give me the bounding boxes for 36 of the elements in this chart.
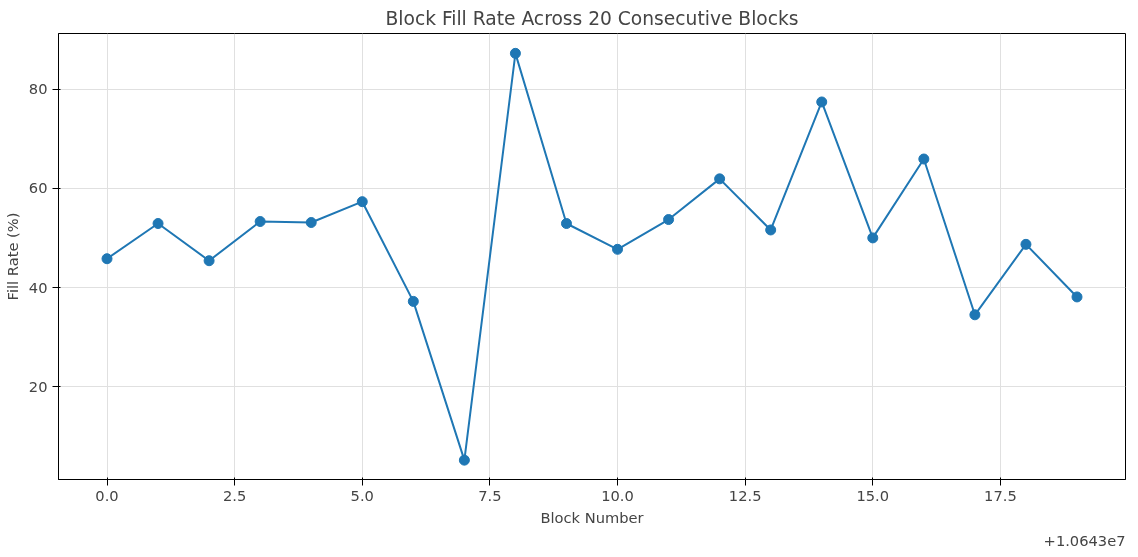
point: [203, 255, 215, 267]
point: [254, 216, 266, 228]
x-tick-label: 17.5: [984, 486, 1017, 504]
point: [765, 224, 777, 236]
x-axis-title: Block Number: [540, 508, 645, 526]
text: +1.0643e7: [1043, 531, 1126, 549]
x-tick-label: 12.5: [728, 486, 762, 504]
point: [816, 96, 828, 108]
point: [509, 47, 521, 59]
point: [714, 173, 726, 185]
x-tick-label: 10.0: [601, 486, 634, 504]
point: [867, 232, 879, 244]
x-tick-label: 15.0: [856, 486, 890, 504]
y-axis-title: Fill Rate (%): [3, 212, 21, 301]
point: [612, 243, 624, 255]
x-tick-label: 2.5: [222, 486, 247, 504]
point: [356, 196, 368, 208]
point: [918, 153, 930, 165]
point: [1020, 238, 1032, 250]
y-tick-label: 20: [28, 377, 48, 395]
x-tick-label: 7.5: [478, 486, 502, 504]
point: [101, 253, 113, 265]
point: [560, 218, 572, 229]
x-tick-label: 0.0: [95, 486, 119, 504]
y-tick-label: 40: [28, 278, 48, 296]
y-tick-label: 80: [28, 80, 48, 98]
x-tick-label: 5.0: [350, 486, 374, 504]
point: [305, 217, 317, 229]
point: [969, 309, 981, 321]
point: [663, 214, 675, 226]
point: [458, 454, 470, 466]
chart-title: Block Fill Rate Across 20 Consecutive Blocks: [385, 7, 799, 29]
point: [407, 295, 419, 307]
y-tick-label: 60: [28, 179, 48, 197]
point: [152, 218, 164, 229]
point: [1071, 291, 1083, 303]
